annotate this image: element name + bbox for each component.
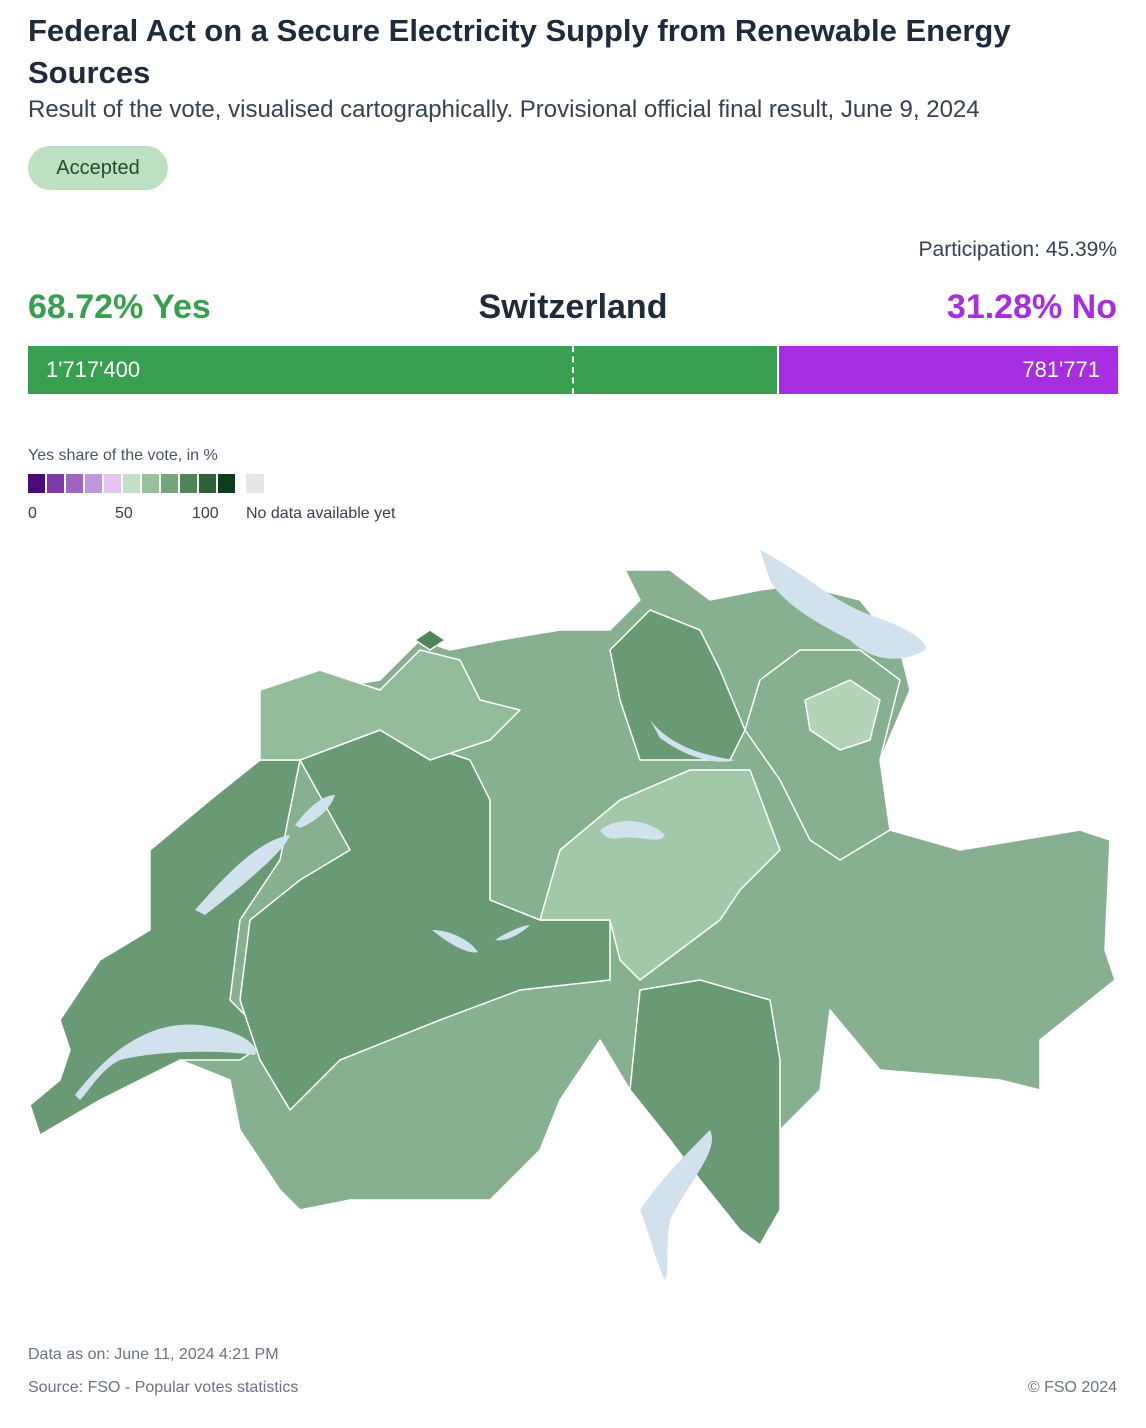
legend-swatch <box>180 474 197 493</box>
lake-lucerne <box>600 820 665 840</box>
majority-line <box>572 346 574 394</box>
copyright: © FSO 2024 <box>1027 1379 1117 1396</box>
legend-swatch <box>199 474 216 493</box>
lake-constance <box>760 550 926 659</box>
lake-thun <box>432 925 530 953</box>
no-data-swatch <box>246 474 264 493</box>
participation: Participation: 45.39% <box>918 238 1117 261</box>
legend-swatch <box>161 474 178 493</box>
no-data-label: No data available yet <box>246 505 396 522</box>
legend-swatch <box>104 474 121 493</box>
lake-geneva <box>75 1024 256 1100</box>
legend-swatch <box>66 474 83 493</box>
region-basel <box>414 629 446 651</box>
lake-biel <box>295 795 335 828</box>
region-ticino <box>629 979 781 1246</box>
legend-swatch <box>218 474 235 493</box>
result-bar: 1'717'400 781'771 <box>28 346 1118 394</box>
subtitle: Result of the vote, visualised cartograp… <box>28 96 980 123</box>
yes-headline: 68.72% Yes <box>28 288 211 326</box>
map <box>29 550 1116 1280</box>
title: Federal Act on a Secure Electricity Supp… <box>28 13 1011 90</box>
legend-swatch <box>142 474 159 493</box>
no-headline: 31.28% No <box>946 288 1117 326</box>
bar-segment: 781'771 <box>777 346 1118 394</box>
source: Source: FSO - Popular votes statistics <box>28 1379 299 1396</box>
region-name: Switzerland <box>478 288 668 326</box>
legend-tick: 100 <box>192 505 219 522</box>
legend-swatch <box>47 474 64 493</box>
lake-maggiore <box>640 1130 712 1280</box>
legend-swatches <box>28 474 235 493</box>
lake-zurich <box>650 720 735 762</box>
lake-neuchatel <box>195 835 290 915</box>
legend-tick: 50 <box>115 505 133 522</box>
legend-swatch <box>28 474 45 493</box>
bar-segment: 1'717'400 <box>28 346 778 394</box>
legend-title: Yes share of the vote, in % <box>28 447 218 464</box>
legend-swatch <box>85 474 102 493</box>
region-appenzell <box>804 679 881 751</box>
region-zurich <box>609 609 746 761</box>
bar-label: 1'717'400 <box>46 357 141 382</box>
region-central <box>539 769 781 981</box>
status-badge: Accepted <box>28 146 168 190</box>
updated: Data as on: June 11, 2024 4:21 PM <box>28 1346 279 1363</box>
legend-tick: 0 <box>28 505 37 522</box>
region-north <box>259 649 521 761</box>
region-bern <box>239 729 611 1111</box>
bar-label: 781'771 <box>1022 357 1100 382</box>
legend-swatch <box>123 474 140 493</box>
